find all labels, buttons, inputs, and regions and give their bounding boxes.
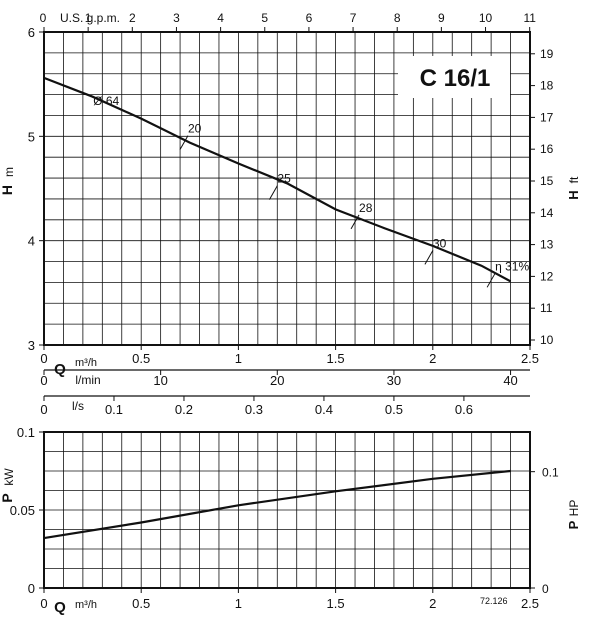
ls-tick-label: 0.3	[245, 402, 263, 417]
gpm-tick-label: 4	[217, 11, 224, 25]
ls-tick-label: 0.2	[175, 402, 193, 417]
head-ft-tick-label: 11	[540, 301, 553, 315]
curve-diameter-label: Ø 64	[93, 94, 119, 108]
title-box	[398, 56, 510, 98]
power-curve	[43, 469, 511, 540]
head-axis-title: H	[0, 185, 15, 195]
efficiency-label: 25	[277, 172, 291, 186]
power-axis-title: P	[0, 493, 15, 502]
power-x-tick-label: 1	[235, 596, 242, 611]
power-q-unit: m³/h	[75, 599, 97, 611]
head-curve	[43, 76, 512, 283]
head-ft-title: H	[566, 190, 581, 199]
efficiency-label: 20	[188, 122, 202, 136]
head-ft-tick-label: 10	[540, 333, 554, 347]
gpm-tick-label: 10	[479, 11, 493, 25]
ls-axis-label: l/s	[72, 399, 84, 413]
head-y-tick-label: 6	[28, 25, 35, 40]
power-x-tick-label: 2	[429, 596, 436, 611]
ls-tick-label: 0.1	[105, 402, 123, 417]
head-axis-unit: m	[2, 167, 16, 177]
efficiency-mark	[268, 185, 278, 200]
efficiency-label: 30	[433, 236, 447, 250]
chart-title: C 16/1	[420, 65, 491, 92]
gpm-tick-label: 7	[350, 11, 357, 25]
flow-q-tick-label: 2	[429, 351, 436, 366]
head-y-tick-label: 4	[28, 234, 35, 249]
power-x-tick-label: 2.5	[521, 596, 539, 611]
lmin-tick-label: 10	[153, 373, 167, 388]
ls-tick-label: 0.4	[315, 402, 333, 417]
head-ft-tick-label: 15	[540, 174, 554, 188]
head-y-tick-label: 3	[28, 338, 35, 353]
flow-q-tick-label: 0.5	[132, 351, 150, 366]
power-x-tick-label: 0.5	[132, 596, 150, 611]
power-hp-tick-label: 0	[542, 582, 549, 596]
gpm-tick-label: 2	[129, 11, 136, 25]
efficiency-mark	[179, 135, 189, 150]
head-ft-tick-label: 16	[540, 142, 554, 156]
power-y-tick-label: 0	[28, 581, 35, 596]
efficiency-mark	[350, 214, 360, 230]
gpm-tick-label: 6	[306, 11, 313, 25]
power-x-tick-label: 0	[40, 596, 47, 611]
flow-q-unit: m³/h	[75, 357, 97, 369]
efficiency-label: η 31%	[495, 259, 529, 273]
document-code: 72.126	[480, 596, 508, 606]
flow-q-tick-label: 0	[40, 351, 47, 366]
head-ft-tick-label: 18	[540, 79, 554, 93]
head-plot-frame	[43, 31, 531, 346]
ls-tick-label: 0.5	[385, 402, 403, 417]
head-ft-tick-label: 13	[540, 238, 554, 252]
power-q-title: Q	[54, 599, 66, 616]
lmin-tick-label: 20	[270, 373, 284, 388]
flow-q-tick-label: 1	[235, 351, 242, 366]
power-hp-unit: HP	[567, 500, 581, 517]
power-hp-tick-label: 0.1	[542, 466, 559, 480]
lmin-tick-label: 40	[503, 373, 517, 388]
head-ft-tick-label: 14	[540, 206, 554, 220]
efficiency-label: 28	[359, 201, 373, 215]
head-ft-unit: ft	[567, 176, 581, 183]
gpm-tick-label: 1	[85, 11, 92, 25]
efficiency-mark	[486, 273, 496, 288]
efficiency-mark	[424, 250, 434, 265]
ls-tick-label: 0	[40, 402, 47, 417]
lmin-axis-label: l/min	[75, 373, 100, 387]
flow-q-tick-label: 1.5	[327, 351, 345, 366]
power-axis-unit: kW	[2, 468, 16, 486]
gpm-tick-label: 0	[40, 11, 47, 25]
lmin-tick-label: 30	[387, 373, 401, 388]
gpm-tick-label: 9	[438, 11, 445, 25]
gpm-axis-label: U.S. g.p.m.	[60, 11, 120, 25]
power-y-tick-label: 0.1	[17, 425, 35, 440]
ls-tick-label: 0.6	[455, 402, 473, 417]
power-y-tick-label: 0.05	[10, 503, 35, 518]
head-ft-tick-label: 17	[540, 110, 554, 124]
flow-q-tick-label: 2.5	[521, 351, 539, 366]
gpm-tick-label: 8	[394, 11, 401, 25]
gpm-tick-label: 5	[261, 11, 268, 25]
head-ft-tick-label: 19	[540, 47, 554, 61]
gpm-tick-label: 11	[523, 11, 536, 25]
power-x-tick-label: 1.5	[327, 596, 345, 611]
power-hp-title: P	[566, 520, 581, 529]
head-ft-tick-label: 12	[540, 269, 554, 283]
gpm-tick-label: 3	[173, 11, 180, 25]
lmin-tick-label: 0	[40, 373, 47, 388]
head-y-tick-label: 5	[28, 129, 35, 144]
